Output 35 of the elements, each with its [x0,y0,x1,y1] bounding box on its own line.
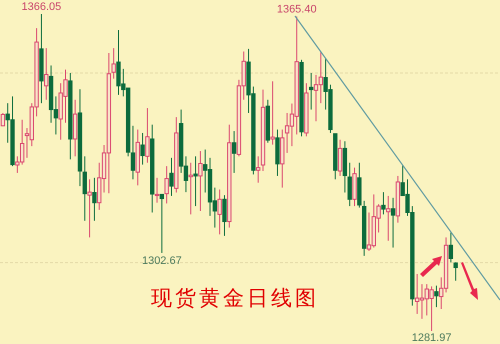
candlestick [232,130,236,174]
annotation: 1302.67 [142,254,182,267]
text: 现货黄金日线图 [151,286,319,310]
candlestick [381,192,386,215]
candlestick [87,178,92,238]
candlestick [308,72,314,110]
annotation: 1366.05 [22,1,62,13]
candlestick [130,125,136,180]
candlestick [390,197,396,248]
candlestick [0,112,6,127]
candlestick [145,108,150,164]
candlestick [111,48,116,80]
candlestick [92,177,97,222]
candlestick [44,48,48,100]
candlestick [140,132,145,166]
candlestick [198,150,203,212]
candlestick [256,156,260,184]
candlestick [217,189,222,235]
annotation: 1281.97 [412,332,452,344]
candlestick [270,80,275,146]
candlestick [154,177,160,204]
candlestick [188,162,193,215]
candlestick [448,232,454,263]
candlestick [82,156,87,222]
candlestick [160,194,164,254]
candlestick [454,262,458,282]
candlestick [338,139,342,176]
annotation: 1365.40 [276,3,317,16]
candlestick [386,195,390,242]
candlestick [434,285,439,308]
candlestick [193,156,198,207]
candlestick [348,162,352,207]
candlestick [164,166,169,204]
candlestick [169,157,174,196]
candlestick [222,194,227,236]
